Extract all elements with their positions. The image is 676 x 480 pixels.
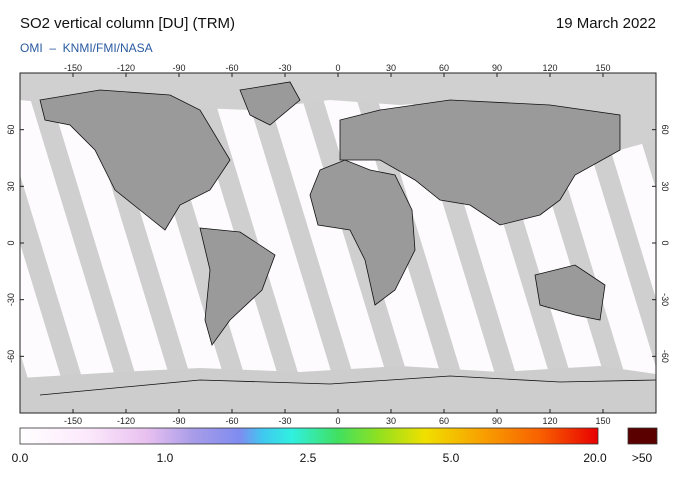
lat-tick-label: -30: [6, 293, 16, 306]
lon-tick-label: 0: [335, 416, 340, 426]
lat-tick-label: 60: [6, 125, 16, 135]
lon-tick-label: -120: [117, 416, 135, 426]
lon-tick-label: 0: [335, 63, 340, 73]
colorbar-label: 2.5: [300, 451, 317, 465]
colorbar-label: 5.0: [443, 451, 460, 465]
lat-tick-label: -30: [660, 293, 670, 306]
lon-tick-label: -120: [117, 63, 135, 73]
lon-tick-label: -60: [225, 416, 238, 426]
lon-tick-label: 30: [386, 63, 396, 73]
lat-tick-label: 30: [6, 181, 16, 191]
colorbar-label: 0.0: [12, 451, 29, 465]
colorbar-label: 20.0: [583, 451, 607, 465]
lat-tick-label: -60: [6, 350, 16, 363]
lon-tick-label: 120: [542, 63, 557, 73]
lon-tick-label: -30: [278, 63, 291, 73]
lon-tick-label: 90: [492, 63, 502, 73]
lon-tick-label: -90: [172, 416, 185, 426]
lon-tick-label: 60: [439, 63, 449, 73]
colorbar: [19, 427, 599, 445]
lon-tick-label: -60: [225, 63, 238, 73]
colorbar-label: 1.0: [157, 451, 174, 465]
lat-tick-label: 0: [6, 240, 16, 245]
colorbar-label: >50: [632, 451, 653, 465]
lon-tick-label: -150: [64, 63, 82, 73]
lat-tick-label: 30: [660, 181, 670, 191]
lon-tick-label: -30: [278, 416, 291, 426]
lat-tick-label: 0: [660, 240, 670, 245]
subtitle: OMI – KNMI/FMI/NASA: [20, 41, 153, 55]
lon-tick-label: 60: [439, 416, 449, 426]
lon-tick-label: 150: [595, 63, 610, 73]
lon-tick-label: 30: [386, 416, 396, 426]
lat-tick-label: -60: [660, 350, 670, 363]
colorbar-overflow: [627, 427, 658, 445]
lon-tick-label: -150: [64, 416, 82, 426]
title: SO2 vertical column [DU] (TRM): [20, 15, 235, 32]
map: [20, 73, 656, 413]
lon-tick-label: 150: [595, 416, 610, 426]
lat-tick-label: 60: [660, 125, 670, 135]
lon-tick-label: -90: [172, 63, 185, 73]
lon-tick-label: 90: [492, 416, 502, 426]
date: 19 March 2022: [556, 15, 656, 32]
lon-tick-label: 120: [542, 416, 557, 426]
